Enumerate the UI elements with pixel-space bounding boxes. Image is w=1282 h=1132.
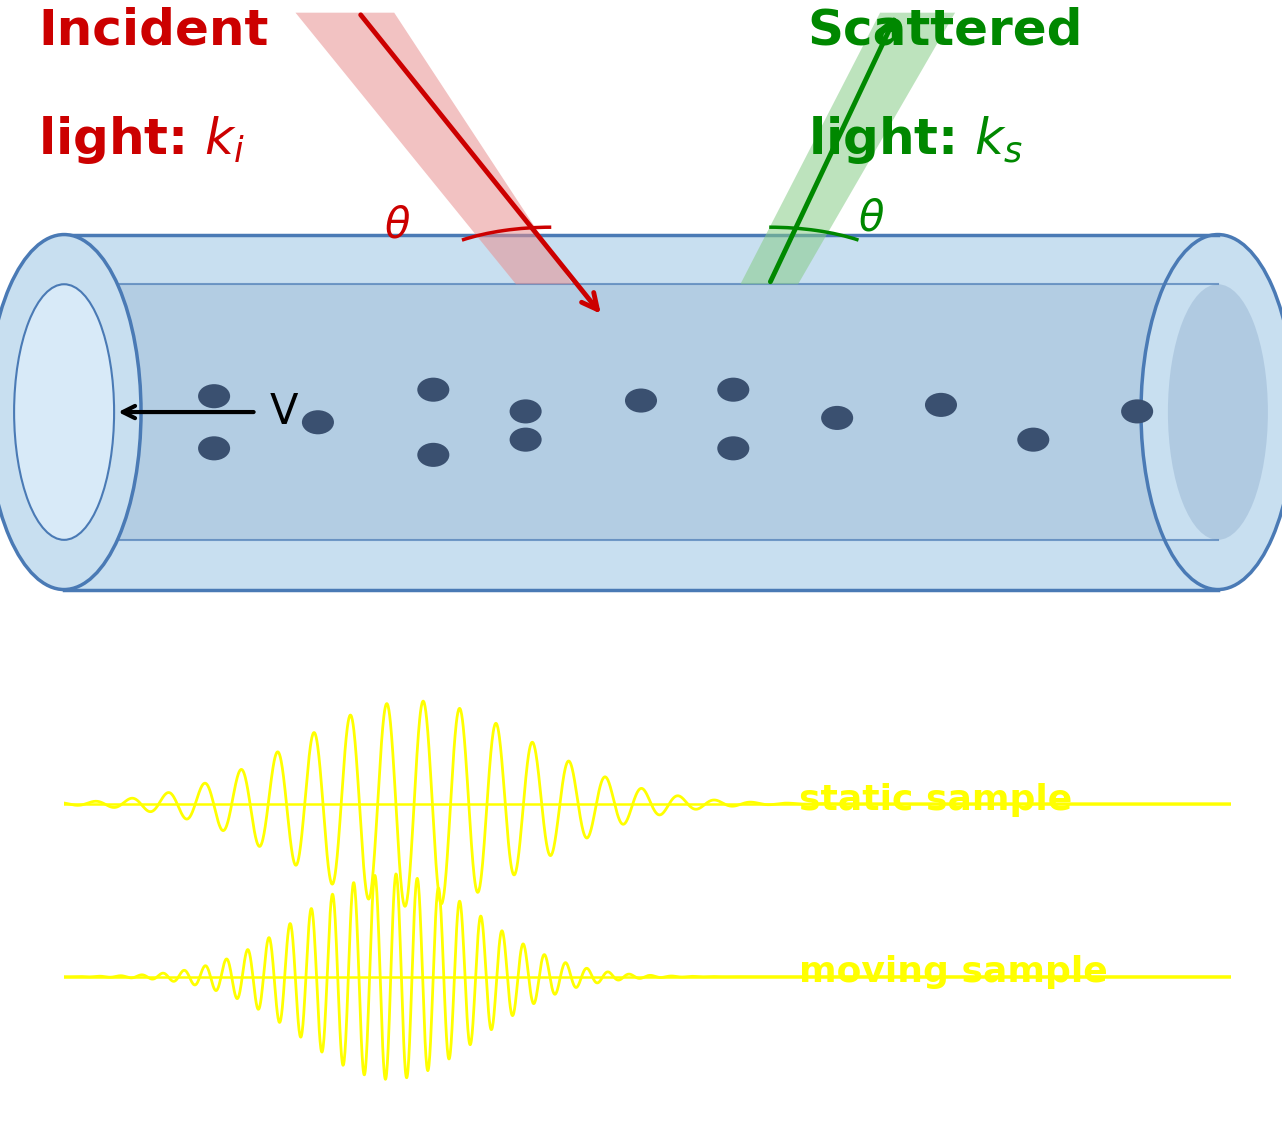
Text: $f_0 + \Delta f$: $f_0 + \Delta f$	[590, 892, 717, 932]
Text: $\theta$: $\theta$	[385, 204, 410, 247]
Ellipse shape	[197, 384, 231, 409]
Ellipse shape	[718, 436, 749, 461]
Ellipse shape	[0, 234, 141, 590]
Ellipse shape	[510, 428, 541, 452]
Ellipse shape	[510, 400, 541, 423]
Text: Scattered: Scattered	[808, 7, 1083, 54]
Text: light: $k_s$: light: $k_s$	[808, 114, 1023, 166]
Ellipse shape	[1141, 234, 1282, 590]
Ellipse shape	[822, 406, 854, 430]
Ellipse shape	[1122, 400, 1154, 423]
Ellipse shape	[1018, 428, 1050, 452]
Text: Incident: Incident	[38, 7, 269, 54]
Text: $\theta$: $\theta$	[859, 198, 885, 240]
Ellipse shape	[1168, 284, 1268, 540]
Ellipse shape	[418, 378, 450, 402]
Ellipse shape	[718, 378, 749, 402]
Polygon shape	[296, 12, 572, 284]
Polygon shape	[64, 234, 1218, 590]
Text: $f_0$: $f_0$	[659, 731, 695, 775]
Polygon shape	[64, 284, 1218, 540]
Text: static sample: static sample	[799, 782, 1072, 816]
Text: moving sample: moving sample	[799, 955, 1108, 989]
Ellipse shape	[418, 443, 450, 466]
Ellipse shape	[926, 393, 958, 417]
Polygon shape	[741, 12, 955, 284]
Ellipse shape	[626, 388, 658, 412]
Ellipse shape	[197, 436, 231, 461]
Text: light: $k_i$: light: $k_i$	[38, 114, 246, 166]
Text: V: V	[269, 391, 297, 434]
Ellipse shape	[14, 284, 114, 540]
Ellipse shape	[303, 410, 333, 435]
